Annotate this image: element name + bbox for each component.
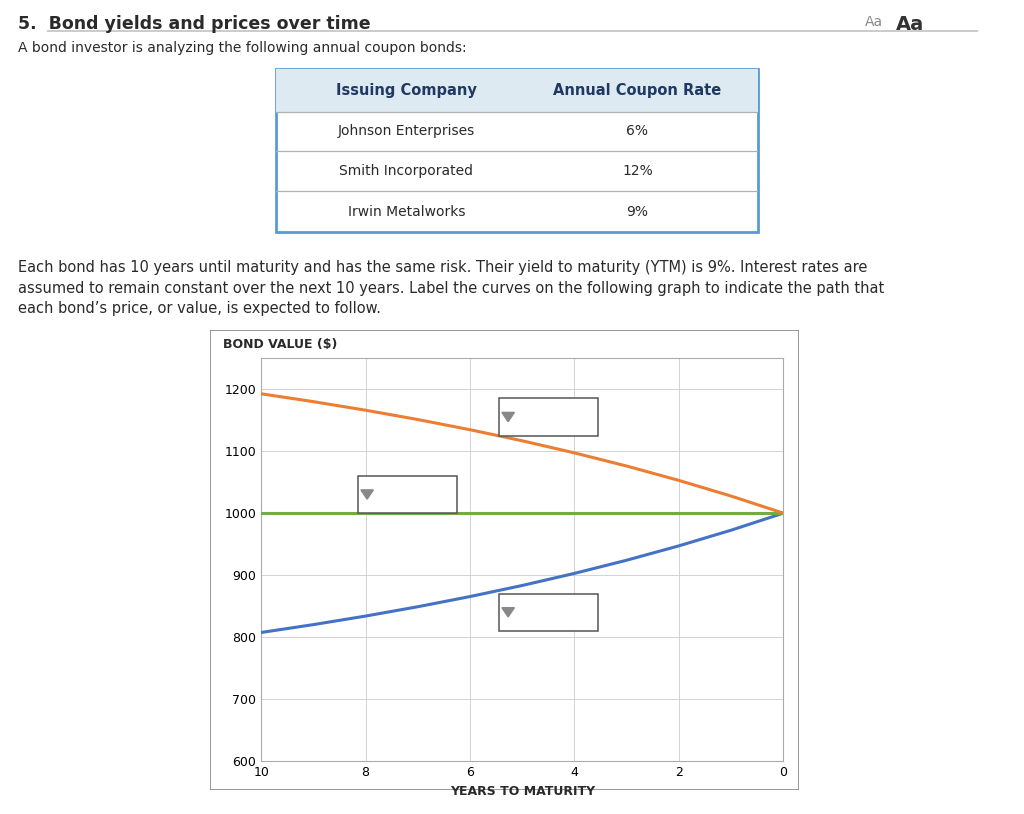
- Text: BOND VALUE ($): BOND VALUE ($): [223, 338, 338, 351]
- Text: Aa: Aa: [896, 15, 925, 33]
- Text: 9%: 9%: [627, 204, 648, 219]
- Polygon shape: [502, 608, 514, 617]
- Bar: [276, 69, 758, 112]
- Text: Each bond has 10 years until maturity and has the same risk. Their yield to matu: Each bond has 10 years until maturity an…: [18, 260, 867, 275]
- Text: 6%: 6%: [627, 124, 648, 138]
- Text: Irwin Metalworks: Irwin Metalworks: [348, 204, 465, 219]
- Text: Smith Incorporated: Smith Incorporated: [339, 164, 473, 178]
- Text: each bond’s price, or value, is expected to follow.: each bond’s price, or value, is expected…: [18, 301, 381, 316]
- Text: Issuing Company: Issuing Company: [336, 83, 477, 98]
- Text: Johnson Enterprises: Johnson Enterprises: [338, 124, 475, 138]
- Bar: [499, 593, 598, 631]
- Text: 12%: 12%: [622, 164, 653, 178]
- Text: assumed to remain constant over the next 10 years. Label the curves on the follo: assumed to remain constant over the next…: [18, 281, 885, 295]
- Text: A bond investor is analyzing the following annual coupon bonds:: A bond investor is analyzing the followi…: [18, 41, 467, 55]
- Bar: [499, 398, 598, 435]
- Polygon shape: [360, 490, 374, 499]
- Text: Annual Coupon Rate: Annual Coupon Rate: [553, 83, 722, 98]
- X-axis label: YEARS TO MATURITY: YEARS TO MATURITY: [450, 785, 595, 798]
- Text: 5.  Bond yields and prices over time: 5. Bond yields and prices over time: [18, 15, 371, 33]
- Polygon shape: [502, 413, 514, 422]
- Text: Aa: Aa: [865, 15, 884, 28]
- Bar: [357, 476, 457, 513]
